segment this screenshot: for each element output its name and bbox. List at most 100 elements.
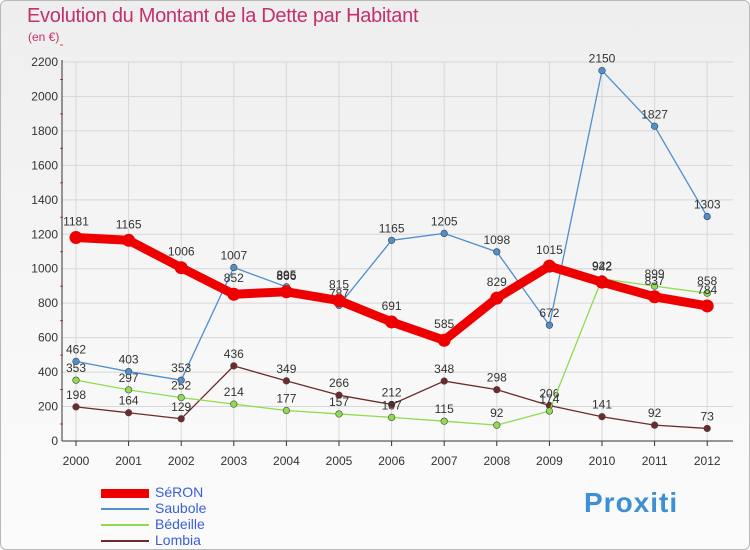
series-3-point: [230, 362, 238, 370]
series-1-data-label: 1165: [379, 221, 405, 235]
series-2-data-label: 214: [224, 385, 244, 399]
x-tick-label: 2006: [378, 454, 405, 468]
series-3-point: [493, 386, 501, 394]
series-3-data-label: 212: [382, 385, 402, 399]
series-2-data-label: 137: [382, 398, 402, 412]
series-1-data-label: 403: [119, 353, 139, 367]
x-tick-label: 2003: [220, 454, 247, 468]
series-3-point: [335, 391, 343, 399]
legend-swatch: [101, 508, 149, 510]
series-1-point: [388, 236, 396, 244]
series-1-data-label: 462: [66, 342, 86, 356]
series-2-data-label: 858: [697, 274, 717, 288]
series-0-data-label: 585: [434, 317, 454, 331]
series-1-point: [177, 376, 185, 384]
series-3-data-label: 164: [119, 394, 139, 408]
series-2-point: [545, 407, 554, 415]
series-3-data-label: 141: [592, 398, 612, 412]
series-3-data-label: 92: [648, 406, 662, 420]
series-3-point: [177, 415, 185, 423]
series-3-point: [703, 424, 711, 433]
series-0-point: [490, 291, 504, 305]
series-1-data-label: 1007: [220, 249, 247, 263]
series-2-data-label: 92: [490, 406, 504, 420]
y-tick-label: 1400: [31, 193, 58, 207]
series-0-point: [700, 299, 714, 313]
series-1-data-label: 2150: [589, 52, 616, 66]
series-0-point: [69, 231, 83, 245]
series-0-point: [595, 275, 609, 289]
series-0-data-label: 837: [645, 274, 665, 288]
y-tick-label: 2000: [31, 89, 58, 103]
series-1-point: [545, 321, 554, 329]
series-2-data-label: 942: [592, 260, 612, 274]
series-0-data-label: 866: [276, 269, 296, 283]
legend-label: Saubole: [155, 500, 207, 516]
series-0-point: [279, 285, 293, 299]
legend-label: Bédeille: [155, 516, 205, 532]
x-tick-label: 2004: [273, 454, 300, 468]
series-3-point: [440, 377, 448, 385]
legend-item: Lombia: [101, 532, 261, 549]
series-1-point: [440, 229, 448, 238]
series-2-data-label: 174: [539, 392, 559, 406]
series-3-point: [650, 421, 659, 429]
series-0-data-label: 1015: [536, 243, 563, 257]
series-3-point: [124, 409, 133, 417]
series-0-data-label: 1165: [116, 217, 142, 231]
series-2-data-label: 115: [435, 402, 454, 416]
x-tick-label: 2005: [326, 454, 353, 468]
series-3-point: [72, 403, 80, 411]
line-chart: 0 200 400 600 800 1000 1200 1400 1600 1800 2000 220…: [31, 44, 733, 468]
legend-swatch: [101, 524, 149, 526]
series-2-point: [177, 393, 185, 402]
series-1-point: [650, 122, 659, 130]
legend-item: SéRON: [101, 484, 261, 501]
series-1-data-label: 895: [276, 268, 296, 282]
series-1-point: [230, 263, 238, 272]
brand-logo: Proxiti: [584, 487, 678, 519]
series-0-data-label: 784: [697, 283, 717, 297]
series-1-point: [493, 248, 501, 256]
series-0-point: [648, 290, 662, 304]
series-2-data-label: 297: [119, 371, 139, 385]
series-0-data-label: 852: [224, 271, 244, 285]
series-1-data-label: 672: [539, 306, 559, 320]
y-tick-label: 1200: [31, 227, 58, 241]
y-tick-label: 200: [38, 400, 58, 414]
series-3-data-label: 129: [171, 400, 191, 414]
series-3-data-label: 73: [701, 409, 715, 423]
x-tick-label: 2000: [63, 454, 90, 468]
series-3-data-label: 348: [434, 362, 454, 376]
y-tick-label: 400: [38, 365, 58, 379]
chart-subtitle: (en €): [28, 30, 60, 44]
series-1-point: [598, 67, 606, 75]
series-3-point: [282, 377, 291, 385]
series-0-point: [437, 333, 451, 347]
series-0-point: [332, 294, 346, 308]
series-0-data-label: 922: [592, 259, 612, 273]
x-tick-label: 2011: [642, 454, 668, 468]
series-2-point: [493, 421, 501, 429]
series-2-point: [703, 289, 711, 297]
series-1-data-label: 353: [171, 361, 191, 375]
chart-title: Evolution du Montant de la Dette par Hab…: [27, 5, 419, 27]
series-0-point: [122, 233, 136, 247]
series-2-data-label: 252: [171, 379, 191, 393]
x-tick-label: 2008: [483, 454, 510, 468]
legend-label: Lombia: [155, 532, 201, 548]
y-tick-label: 1800: [31, 124, 58, 138]
y-tick-label: 800: [38, 296, 58, 310]
series-2-point: [335, 410, 343, 418]
legend-item: Saubole: [101, 500, 261, 517]
series-0-point: [174, 261, 188, 275]
y-tick-label: 2200: [31, 55, 58, 69]
series-2-point: [650, 282, 659, 290]
series-2-point: [230, 400, 238, 408]
series-0-data-label: 1181: [63, 215, 89, 229]
series-3-point: [598, 413, 606, 421]
x-tick-label: 2007: [431, 454, 458, 468]
series-1-data-label: 1303: [694, 198, 721, 212]
series-0-point: [227, 287, 241, 301]
